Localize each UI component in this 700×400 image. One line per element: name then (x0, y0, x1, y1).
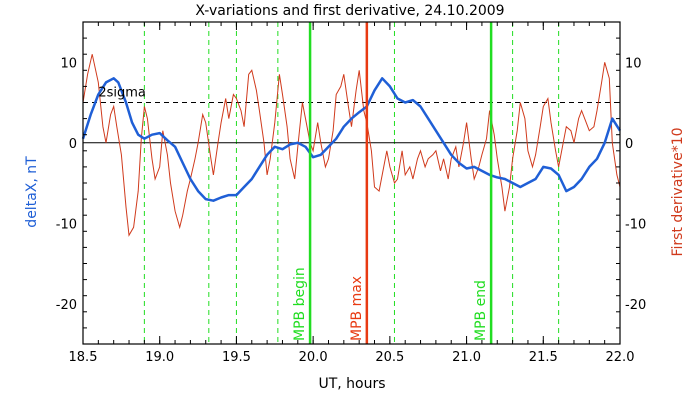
x-tick-label: 19.5 (222, 350, 251, 365)
y-axis-label-right: First derivative*10 (670, 127, 686, 256)
series-deltaX-line (81, 77, 622, 202)
x-tick-label: 21.5 (529, 350, 558, 365)
y-tick-label-right: -10 (625, 217, 646, 232)
x-tick-label: 20.0 (299, 350, 328, 365)
y-tick-label-right: 10 (625, 56, 642, 71)
marker-label-2: MPB max (349, 276, 365, 341)
x-tick-label: 21.0 (452, 350, 481, 365)
y-tick-label-left: -10 (56, 217, 77, 232)
x-tick-label: 20.5 (375, 350, 404, 365)
threshold-label-2sigma: 2sigma (98, 86, 146, 101)
y-tick-label-left: -20 (56, 298, 77, 313)
threshold-lines (83, 102, 620, 144)
x-axis-label: UT, hours (318, 376, 385, 392)
mpb-markers: MPB begin MPB max MPB end (292, 22, 493, 344)
x-tick-label: 22.0 (606, 350, 635, 365)
series-layer (81, 54, 622, 237)
y-tick-label-left: 0 (69, 137, 77, 152)
marker-label-1: MPB begin (292, 267, 308, 341)
x-tick-label: 19.0 (145, 350, 174, 365)
chart-title: X-variations and first derivative, 24.10… (195, 3, 504, 19)
axis-ticks: 18.5 19.0 19.5 20.0 20.5 21.0 21.5 22.0 10 10 0 0 -1… (56, 21, 646, 365)
x-tick-label: 18.5 (69, 350, 98, 365)
marker-label-3: MPB end (473, 280, 489, 341)
y-tick-label-right: 0 (625, 137, 633, 152)
y-axis-label-left: deltaX, nT (24, 156, 40, 228)
y-tick-label-left: 10 (60, 56, 77, 71)
series-derivative-line (82, 54, 621, 237)
y-tick-label-right: -20 (625, 298, 646, 313)
